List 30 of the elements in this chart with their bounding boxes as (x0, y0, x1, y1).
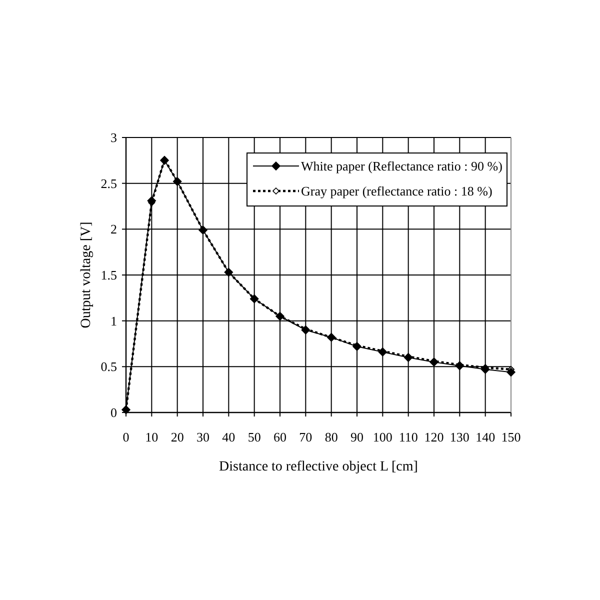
y-tick-label: 1 (110, 313, 117, 328)
y-tick-label: 1.5 (100, 268, 117, 282)
legend-label: Gray paper (reflectance ratio : 18 %) (301, 184, 492, 198)
point (147, 196, 156, 206)
x-tick-label: 0 (122, 430, 130, 444)
x-tick-label: 150 (501, 430, 521, 444)
y-tick-label: 2 (110, 222, 117, 237)
x-tick-label: 60 (274, 430, 286, 444)
x-tick-label: 90 (350, 430, 364, 444)
x-tick-label: 120 (424, 430, 444, 444)
y-tick-label: 0.5 (100, 359, 117, 374)
x-tick-label: 10 (145, 430, 158, 444)
y-axis-title: Output voltage [V] (79, 222, 94, 328)
x-tick-label: 30 (196, 430, 210, 444)
x-tick-label: 70 (299, 430, 312, 444)
x-tick-label: 50 (248, 430, 261, 444)
y-tick-label: 3 (110, 130, 117, 145)
x-tick-label: 80 (324, 430, 338, 444)
x-tick-label: 20 (170, 430, 184, 444)
x-tick-label: 140 (476, 430, 496, 444)
y-tick-label: 0 (110, 405, 117, 420)
x-tick-label: 100 (372, 430, 392, 444)
y-tick-label: 2.5 (100, 176, 117, 191)
x-axis-title: Distance to reflective object L [cm] (219, 460, 418, 474)
x-tick-label: 130 (450, 430, 470, 444)
legend-label: White paper (Reflectance ratio : 90 %) (301, 158, 502, 174)
point (506, 368, 516, 377)
x-tick-label: 40 (222, 430, 236, 444)
point (480, 365, 490, 374)
x-tick-label: 110 (398, 430, 418, 444)
